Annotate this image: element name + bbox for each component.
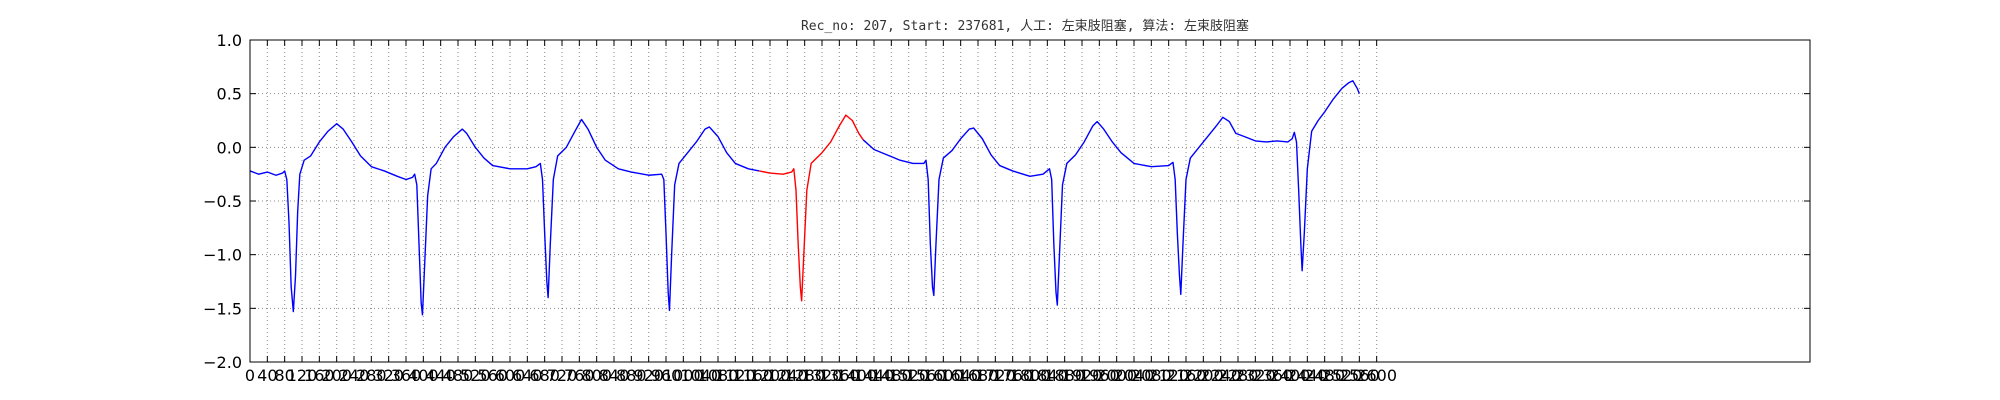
x-tick-label: 40 [257, 366, 277, 385]
x-tick-label: 1920 [1062, 366, 1103, 385]
chart-title: Rec_no: 207, Start: 237681, 人工: 左束肢阻塞, 算… [801, 18, 1249, 34]
x-tick-label: 2480 [1304, 366, 1345, 385]
x-tick-label: 2000 [1096, 366, 1137, 385]
x-tick-label: 1600 [923, 366, 964, 385]
x-tick-label: 2560 [1339, 366, 1380, 385]
x-tick-label: 2400 [1270, 366, 1311, 385]
x-tick-label: 520 [460, 366, 491, 385]
x-tick-label: 1120 [715, 366, 756, 385]
x-tick-label: 360 [391, 366, 422, 385]
x-tick-label: 760 [564, 366, 595, 385]
x-tick-label: 2120 [1148, 366, 1189, 385]
x-tick-label: 1400 [836, 366, 877, 385]
x-tick-label: 0 [245, 366, 255, 385]
x-tick-label: 720 [547, 366, 578, 385]
x-tick-label: 1240 [767, 366, 808, 385]
x-tick-label: 600 [495, 366, 526, 385]
x-tick-label: 1680 [958, 366, 999, 385]
x-tick-label: 440 [425, 366, 456, 385]
x-tick-label: 120 [287, 366, 318, 385]
x-tick-label: 480 [443, 366, 474, 385]
x-tick-label: 80 [274, 366, 294, 385]
x-tick-label: 840 [599, 366, 630, 385]
x-tick-label: 640 [512, 366, 543, 385]
x-tick-label: 1200 [750, 366, 791, 385]
x-tick-label: 1520 [888, 366, 929, 385]
x-tick-label: 1760 [992, 366, 1033, 385]
x-tick-label: 200 [321, 366, 352, 385]
x-tick-label: 1720 [975, 366, 1016, 385]
x-tick-label: 1800 [1010, 366, 1051, 385]
x-tick-label: 400 [408, 366, 439, 385]
ecg-series-line-3 [862, 80, 1360, 306]
x-tick-label: 2520 [1322, 366, 1363, 385]
y-axis-ticks: 1.0 0.5 0.0 −0.5 −1.0 −1.5 −2.0 [203, 31, 1810, 372]
y-tick-label: 1.0 [217, 31, 242, 50]
x-tick-label: 1440 [854, 366, 895, 385]
x-tick-label: 2320 [1235, 366, 1276, 385]
x-tick-label: 1320 [802, 366, 843, 385]
grid-lines [250, 40, 1810, 362]
y-tick-label: 0.0 [217, 138, 242, 157]
y-tick-label: 0.5 [217, 85, 242, 104]
x-tick-label: 1000 [663, 366, 704, 385]
x-tick-label: 2080 [1131, 366, 1172, 385]
x-tick-label: 2360 [1252, 366, 1293, 385]
x-tick-label: 2280 [1218, 366, 1259, 385]
x-tick-label: 1640 [940, 366, 981, 385]
y-tick-label: −2.0 [203, 353, 242, 372]
x-axis-ticks: 0 408012016020024028032036040044048052056… [245, 40, 1397, 385]
x-tick-label: 1480 [871, 366, 912, 385]
ecg-series-line-2 [759, 114, 864, 302]
x-tick-label: 1360 [819, 366, 860, 385]
x-tick-label: 560 [477, 366, 508, 385]
x-tick-label: 1160 [732, 366, 773, 385]
x-tick-label: 800 [581, 366, 612, 385]
x-tick-label: 2040 [1114, 366, 1155, 385]
x-tick-label: 920 [633, 366, 664, 385]
ecg-series-line-1 [249, 118, 760, 316]
x-tick-label: 960 [651, 366, 682, 385]
x-tick-label: 680 [529, 366, 560, 385]
series-group [249, 80, 1360, 316]
x-tick-label: 2200 [1183, 366, 1224, 385]
x-tick-label: 1080 [698, 366, 739, 385]
x-tick-label: 880 [616, 366, 647, 385]
x-tick-label: 160 [304, 366, 335, 385]
x-tick-label: 1840 [1027, 366, 1068, 385]
x-tick-label: 1280 [784, 366, 825, 385]
y-tick-label: −1.0 [203, 246, 242, 265]
x-tick-label: 1880 [1044, 366, 1085, 385]
x-tick-label: 1560 [906, 366, 947, 385]
x-tick-label: 1040 [680, 366, 721, 385]
x-tick-label: 280 [356, 366, 387, 385]
x-tick-label: 2240 [1200, 366, 1241, 385]
x-tick-label: 2440 [1287, 366, 1328, 385]
y-tick-label: −1.5 [203, 299, 242, 318]
x-tick-label: 2160 [1166, 366, 1207, 385]
x-tick-label: 320 [373, 366, 404, 385]
x-tick-label: 2600 [1356, 366, 1397, 385]
x-tick-label: 240 [339, 366, 370, 385]
y-tick-label: −0.5 [203, 192, 242, 211]
x-tick-label: 1960 [1079, 366, 1120, 385]
